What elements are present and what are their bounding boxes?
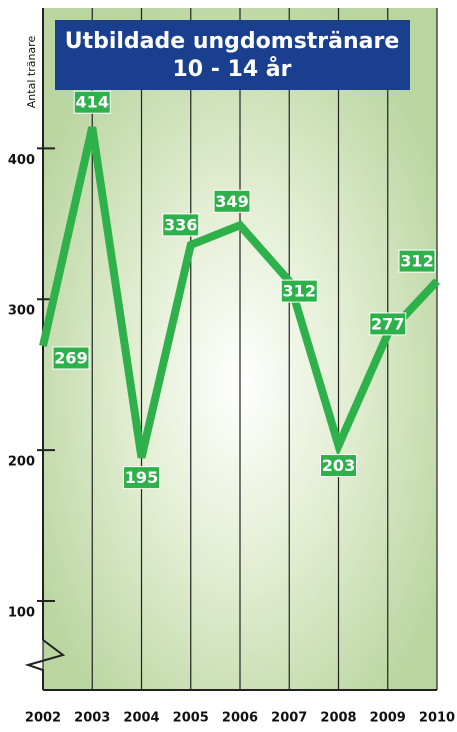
x-tick-label: 2006 — [222, 711, 258, 726]
value-label: 349 — [215, 192, 248, 211]
value-label: 269 — [54, 348, 87, 367]
value-label: 336 — [164, 215, 197, 234]
chart-title: Utbildade ungdomstränare — [65, 29, 400, 54]
value-label: 195 — [125, 468, 158, 487]
value-label-box — [320, 454, 357, 478]
x-tick-label: 2003 — [74, 711, 110, 726]
value-label: 277 — [371, 314, 404, 333]
value-label-box — [213, 189, 251, 213]
x-tick-label: 2010 — [419, 711, 455, 726]
value-label-box — [280, 279, 318, 303]
x-tick-label: 2009 — [370, 711, 406, 726]
chart-subtitle: 10 - 14 år — [172, 56, 291, 82]
x-tick-label: 2005 — [173, 711, 209, 726]
x-tick-label: 2004 — [123, 711, 159, 726]
y-tick-label: 200 — [8, 455, 35, 470]
y-axis-label: Antal tränare — [25, 36, 38, 109]
value-label-box — [369, 312, 407, 336]
title-box — [55, 20, 410, 90]
x-tick-label: 2008 — [320, 711, 356, 726]
value-label-box — [123, 466, 160, 490]
value-label: 203 — [322, 456, 355, 475]
value-label: 312 — [283, 282, 316, 301]
y-tick-label: 400 — [8, 153, 35, 168]
value-label-box — [398, 249, 436, 273]
value-label-box — [73, 90, 111, 114]
data-line — [39, 126, 440, 459]
value-label-box — [52, 346, 90, 370]
x-tick-label: 2007 — [271, 711, 307, 726]
value-label: 312 — [400, 252, 433, 271]
axis-break — [24, 639, 66, 690]
y-tick-label: 100 — [8, 605, 35, 620]
y-tick-label: 300 — [8, 304, 35, 319]
value-label: 414 — [76, 93, 109, 112]
value-label-box — [162, 213, 200, 237]
x-tick-label: 2002 — [25, 711, 61, 726]
